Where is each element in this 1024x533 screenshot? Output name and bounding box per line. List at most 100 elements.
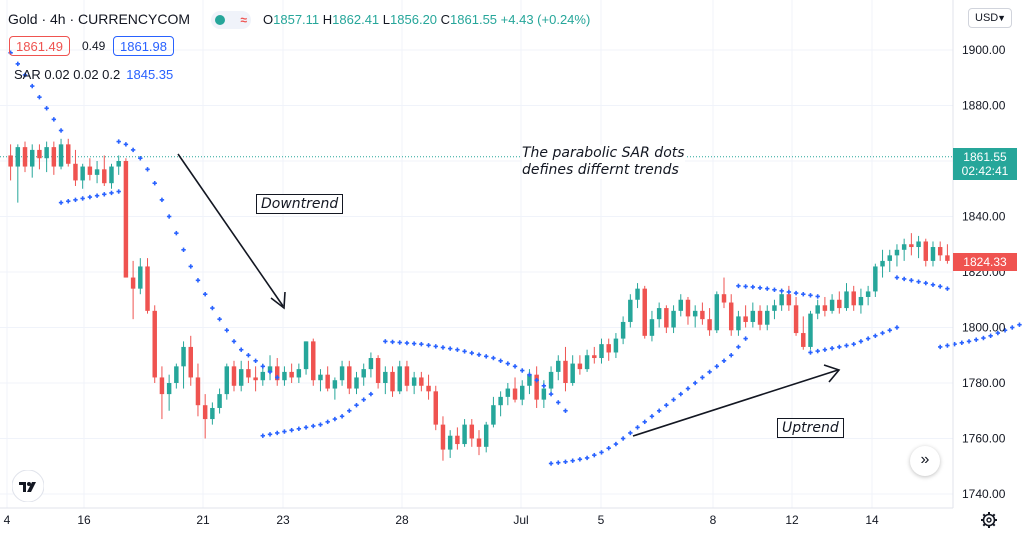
- sar-dot: [837, 344, 842, 350]
- candle-body: [73, 163, 78, 181]
- candle: [152, 305, 157, 383]
- gear-icon[interactable]: [980, 511, 998, 529]
- ohlc-change: +4.43 (+0.24%): [500, 12, 591, 27]
- candle: [592, 346, 597, 364]
- candle-body: [901, 244, 907, 250]
- tradingview-logo-icon[interactable]: [12, 470, 44, 502]
- sar-dot: [700, 375, 705, 380]
- candle: [130, 260, 136, 320]
- chevron-down-icon: ▼: [997, 13, 1006, 23]
- candle: [195, 363, 201, 417]
- candle: [116, 155, 121, 175]
- sar-dot: [736, 344, 741, 350]
- candle-body: [397, 366, 402, 392]
- visibility-toggle[interactable]: ≈: [211, 11, 251, 29]
- sar-dot: [721, 358, 727, 363]
- candle-body: [628, 299, 633, 322]
- price-tick-label: 1800.00: [962, 321, 1006, 335]
- sar-dot: [635, 425, 640, 430]
- candle-body: [757, 310, 763, 325]
- candle-body: [844, 291, 849, 309]
- candle-body: [37, 149, 42, 159]
- sar-dot: [916, 279, 921, 284]
- eye-icon[interactable]: [215, 15, 225, 25]
- candle: [909, 233, 914, 256]
- wave-icon[interactable]: ≈: [240, 13, 247, 27]
- sar-dot: [851, 341, 856, 347]
- downtrend-label[interactable]: Downtrend: [256, 194, 344, 214]
- currency-label: USD: [975, 12, 999, 24]
- time-tick-label: 28: [395, 513, 409, 527]
- candle-body: [368, 358, 374, 370]
- sar-dot: [260, 364, 266, 369]
- candle: [87, 158, 93, 181]
- sar-dot: [707, 369, 712, 375]
- double-chevron-right-icon[interactable]: »: [910, 446, 940, 476]
- currency-selector[interactable]: USD ▼: [968, 8, 1012, 28]
- candle: [383, 366, 388, 395]
- candle: [858, 288, 864, 314]
- sar-dot: [815, 348, 820, 354]
- candle: [462, 419, 467, 447]
- uptrend-label[interactable]: Uptrend: [777, 418, 844, 438]
- sar-dot: [822, 347, 828, 352]
- indicator-label: SAR 0.02 0.02 0.2: [14, 67, 121, 82]
- sar-dot: [664, 403, 669, 408]
- candle: [548, 366, 554, 395]
- sell-button[interactable]: 1861.49: [9, 36, 70, 56]
- time-axis[interactable]: 4 16 21 23 28 Jul 5 8 12 14: [4, 513, 879, 527]
- candle-body: [296, 369, 302, 378]
- candle: [375, 355, 381, 389]
- candle: [224, 363, 230, 400]
- candle: [534, 366, 539, 408]
- candle: [311, 338, 316, 386]
- sar-dot: [527, 372, 532, 377]
- candle: [757, 305, 763, 331]
- candle-body: [829, 299, 835, 311]
- trend-arrows: [177, 153, 841, 437]
- sar-dot: [303, 425, 309, 430]
- price-axis[interactable]: 1900.001880.001860.001840.001820.001800.…: [962, 43, 1006, 501]
- symbol-title[interactable]: Gold · 4h · CURRENCYCOM: [8, 11, 191, 27]
- candle-body: [671, 310, 676, 328]
- candle-body: [793, 305, 799, 334]
- sar-dot: [599, 450, 604, 455]
- candle-body: [303, 341, 309, 370]
- sar-dot: [296, 426, 302, 431]
- sar-dot: [563, 459, 568, 465]
- candle: [174, 363, 179, 389]
- sar-dot: [584, 455, 590, 461]
- candle: [606, 338, 611, 361]
- sar-dot: [613, 441, 619, 447]
- candle-body: [440, 424, 446, 450]
- candle-body: [801, 333, 806, 347]
- sar-dot: [894, 325, 900, 330]
- candle-body: [527, 374, 532, 386]
- candle: [750, 302, 756, 328]
- sar-dot: [930, 282, 936, 287]
- candle: [613, 333, 619, 359]
- candle: [743, 305, 748, 328]
- candle: [325, 366, 330, 392]
- sar-dot: [714, 364, 720, 369]
- candle: [332, 377, 338, 400]
- candle: [339, 360, 345, 386]
- ohlc-high: 1862.41: [332, 12, 380, 27]
- candle-body: [80, 166, 85, 181]
- candle: [599, 338, 604, 364]
- indicator-legend[interactable]: SAR 0.02 0.02 0.2 1845.35: [14, 67, 173, 82]
- candle: [274, 358, 280, 386]
- candle-body: [138, 266, 143, 289]
- sar-dot: [404, 340, 410, 346]
- candle-body: [822, 305, 828, 311]
- annotation-title[interactable]: The parabolic SAR dots defines differnt …: [522, 145, 685, 179]
- time-tick-label: 16: [77, 513, 91, 527]
- candle: [476, 430, 482, 456]
- candle-body: [51, 147, 57, 167]
- candle: [238, 360, 244, 392]
- candle-body: [354, 377, 359, 389]
- sar-dot: [520, 368, 525, 373]
- candle: [837, 291, 842, 314]
- buy-button[interactable]: 1861.98: [113, 36, 174, 56]
